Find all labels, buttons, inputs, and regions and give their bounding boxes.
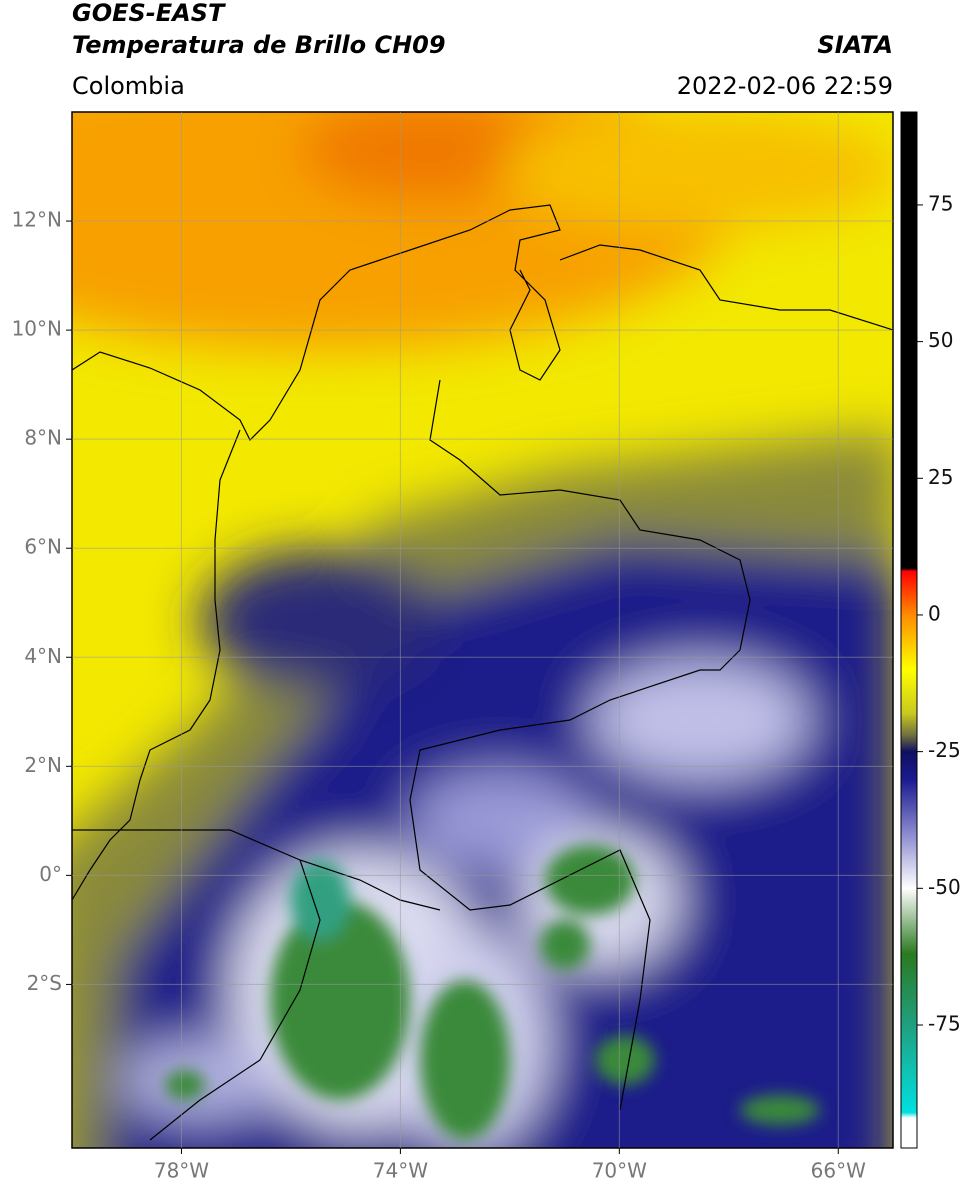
y-tick-label: 2°N [24,753,62,777]
y-tick-label: 8°N [24,426,62,450]
y-tick-label: 10°N [12,317,62,341]
x-tick-label: 70°W [592,1159,647,1183]
cold-core [740,1095,820,1125]
colorbar-tick-label: -25 [928,738,961,762]
colorbar-tick-label: 50 [928,328,953,352]
cold-core [290,860,350,940]
cold-core [595,1035,655,1085]
coastline [72,204,893,442]
y-tick-label: 2°S [27,971,62,995]
border [409,379,751,1111]
colorbar-tick-label: -50 [928,875,961,899]
cold-area [200,550,440,690]
deep-convection [165,845,820,1140]
colorbar-tick-label: -75 [928,1011,961,1035]
x-tick-label: 74°W [373,1159,428,1183]
y-tick-label: 12°N [12,208,62,232]
region: Colombia [72,72,185,100]
x-tick-label: 66°W [811,1159,866,1183]
cold-area [590,660,810,780]
map-frame [71,111,894,1149]
y-tick-label: 0° [39,862,62,886]
cold-area [410,770,590,870]
cold-core [270,900,410,1100]
colorbar: -75 -50 -25 0 25 50 75 [901,112,961,1148]
colorbar-tick-label: 25 [928,465,953,489]
y-tick-label: 6°N [24,535,62,559]
satellite-image [72,112,893,1148]
colorbar-tick-label: 75 [928,191,953,215]
cold-core [165,1070,205,1100]
organization: SIATA [817,31,893,59]
datetime: 2022-02-06 22:59 [677,72,893,100]
warm-area [500,112,893,230]
colorbar-tick-label: 0 [928,601,941,625]
title: GOES-EAST [72,0,226,27]
cold-core [545,845,635,915]
cold-core [540,920,590,970]
subtitle: Temperatura de Brillo CH09 [72,31,446,59]
cold-core [420,980,510,1140]
x-tick-label: 78°W [154,1159,209,1183]
warm-area [300,112,560,200]
colorbar-gradient [901,112,917,1148]
y-tick-label: 4°N [24,644,62,668]
colorbar-frame [900,111,918,1149]
coastline [72,429,241,901]
